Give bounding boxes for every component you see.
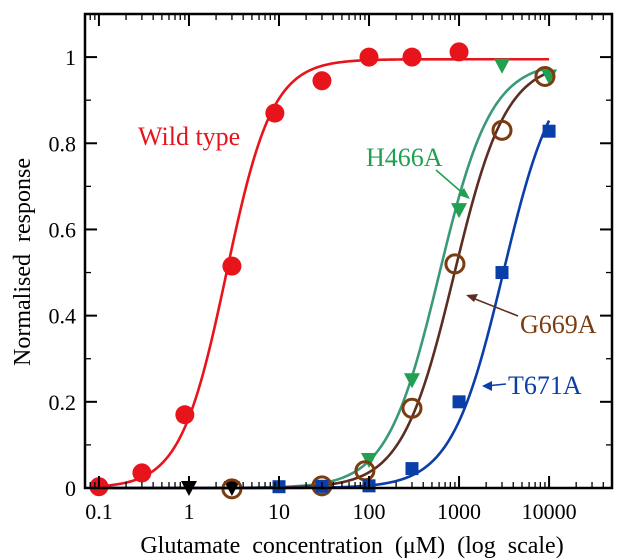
- arrow-t671a: [482, 381, 507, 391]
- data-point-t671a: [542, 124, 556, 138]
- y-tick-label: 0.4: [49, 304, 77, 329]
- y-tick-label: 0.2: [49, 390, 77, 415]
- plot-border: [83, 12, 614, 490]
- x-tick-label: 10: [268, 499, 290, 524]
- x-tick-label: 0.1: [85, 499, 113, 524]
- data-point-wild-type: [449, 42, 469, 62]
- data-point-wild-type: [265, 103, 285, 123]
- series-label-t671a: T671A: [508, 371, 582, 400]
- fit-curve-wild-type: [98, 57, 550, 488]
- y-tick-label: 0.6: [49, 217, 77, 242]
- data-point-h466a: [361, 452, 378, 468]
- series-labels: Wild type H466A G669A T671A: [138, 122, 597, 400]
- data-point-wild-type: [402, 47, 422, 67]
- data-point-h466a: [494, 58, 511, 74]
- series-label-h466a: H466A: [366, 143, 443, 172]
- x-tick-label: 1: [183, 499, 194, 524]
- x-tick-label: 100: [353, 499, 386, 524]
- data-point-wild-type: [175, 405, 195, 425]
- data-point-g669a: [491, 119, 513, 141]
- data-point-wild-type: [222, 256, 242, 276]
- arrow-g669a: [466, 294, 519, 317]
- y-tick-label: 0.8: [49, 131, 77, 156]
- data-point-g669a: [534, 65, 556, 87]
- data-point-g669a: [444, 253, 466, 275]
- y-tick-label: 0: [65, 476, 76, 501]
- data-point-wild-type: [132, 463, 152, 483]
- data-point-t671a: [495, 266, 509, 280]
- data-markers: [89, 42, 558, 500]
- data-point-h466a: [403, 373, 420, 389]
- data-point-g669a: [311, 475, 333, 497]
- data-point-wild-type: [359, 47, 379, 67]
- series-label-g669a: G669A: [520, 310, 597, 339]
- x-tick-label: 1000: [437, 499, 481, 524]
- y-tick-label: 1: [65, 45, 76, 70]
- tick-labels: 0.1 1 10 100 1000 10000 0 0.2 0.4 0.6 0.8 1: [49, 45, 577, 524]
- arrow-h466a: [435, 169, 470, 199]
- axis-ticks: [84, 13, 613, 489]
- plot-frame: [83, 12, 614, 490]
- data-point-h466a: [451, 203, 468, 219]
- data-point-t671a: [452, 395, 466, 409]
- y-axis-title: Normalised response: [10, 158, 36, 366]
- series-label-wild-type: Wild type: [138, 122, 240, 151]
- data-point-wild-type: [312, 71, 332, 91]
- data-point-t671a: [405, 462, 419, 476]
- x-axis-title: Glutamate concentration (μM) (log scale): [140, 533, 563, 559]
- data-point-g669a: [401, 397, 423, 419]
- x-tick-label: 10000: [522, 499, 577, 524]
